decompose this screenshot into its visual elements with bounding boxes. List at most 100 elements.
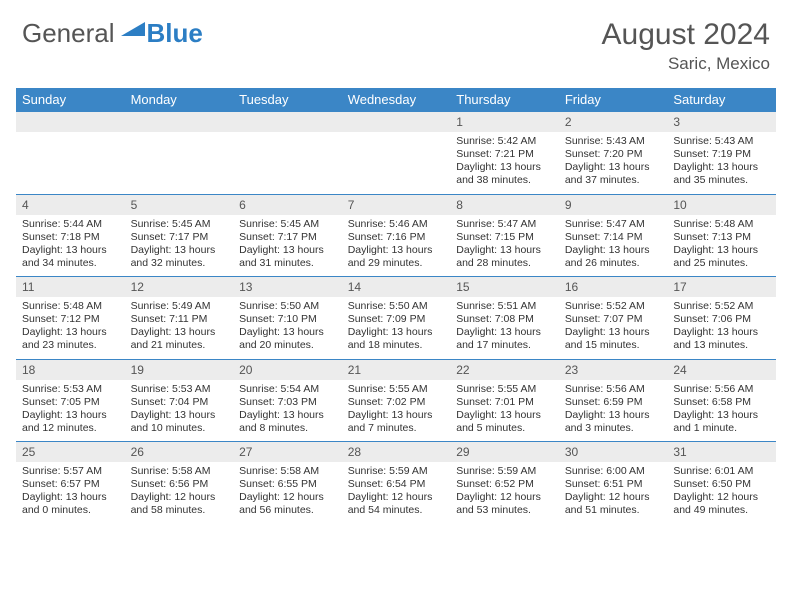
day-cell: 19Sunrise: 5:53 AMSunset: 7:04 PMDayligh… [125, 359, 234, 442]
week-row: 25Sunrise: 5:57 AMSunset: 6:57 PMDayligh… [16, 442, 776, 524]
daylight-line: Daylight: 13 hours and 21 minutes. [131, 326, 216, 351]
day-details: Sunrise: 6:00 AMSunset: 6:51 PMDaylight:… [559, 462, 668, 524]
day-cell: 2Sunrise: 5:43 AMSunset: 7:20 PMDaylight… [559, 112, 668, 195]
day-cell: 31Sunrise: 6:01 AMSunset: 6:50 PMDayligh… [667, 442, 776, 524]
day-cell: 17Sunrise: 5:52 AMSunset: 7:06 PMDayligh… [667, 277, 776, 360]
sunrise-line: Sunrise: 5:52 AM [673, 300, 753, 312]
daylight-line: Daylight: 12 hours and 49 minutes. [673, 491, 758, 516]
sunset-line: Sunset: 6:54 PM [348, 478, 426, 490]
daylight-line: Daylight: 13 hours and 1 minute. [673, 409, 758, 434]
daylight-line: Daylight: 13 hours and 13 minutes. [673, 326, 758, 351]
day-cell: 1Sunrise: 5:42 AMSunset: 7:21 PMDaylight… [450, 112, 559, 195]
sunset-line: Sunset: 7:19 PM [673, 148, 751, 160]
sunset-line: Sunset: 6:56 PM [131, 478, 209, 490]
day-details: Sunrise: 5:55 AMSunset: 7:02 PMDaylight:… [342, 380, 451, 442]
day-details: Sunrise: 5:48 AMSunset: 7:12 PMDaylight:… [16, 297, 125, 359]
day-cell: 3Sunrise: 5:43 AMSunset: 7:19 PMDaylight… [667, 112, 776, 195]
dow-tuesday: Tuesday [233, 88, 342, 112]
title-block: August 2024 Saric, Mexico [602, 18, 770, 74]
day-number [342, 112, 451, 132]
sunset-line: Sunset: 6:58 PM [673, 396, 751, 408]
dow-thursday: Thursday [450, 88, 559, 112]
day-cell: 15Sunrise: 5:51 AMSunset: 7:08 PMDayligh… [450, 277, 559, 360]
dow-sunday: Sunday [16, 88, 125, 112]
day-details: Sunrise: 5:49 AMSunset: 7:11 PMDaylight:… [125, 297, 234, 359]
day-details: Sunrise: 5:50 AMSunset: 7:09 PMDaylight:… [342, 297, 451, 359]
day-details: Sunrise: 6:01 AMSunset: 6:50 PMDaylight:… [667, 462, 776, 524]
day-details: Sunrise: 5:52 AMSunset: 7:06 PMDaylight:… [667, 297, 776, 359]
daylight-line: Daylight: 13 hours and 29 minutes. [348, 244, 433, 269]
sunrise-line: Sunrise: 5:45 AM [239, 218, 319, 230]
day-number: 3 [667, 112, 776, 132]
day-details [342, 132, 451, 141]
daylight-line: Daylight: 13 hours and 12 minutes. [22, 409, 107, 434]
sunset-line: Sunset: 6:51 PM [565, 478, 643, 490]
daylight-line: Daylight: 13 hours and 25 minutes. [673, 244, 758, 269]
day-details: Sunrise: 5:42 AMSunset: 7:21 PMDaylight:… [450, 132, 559, 194]
daylight-line: Daylight: 13 hours and 23 minutes. [22, 326, 107, 351]
day-details: Sunrise: 5:59 AMSunset: 6:54 PMDaylight:… [342, 462, 451, 524]
sunset-line: Sunset: 6:50 PM [673, 478, 751, 490]
day-cell: 10Sunrise: 5:48 AMSunset: 7:13 PMDayligh… [667, 194, 776, 277]
day-cell: 14Sunrise: 5:50 AMSunset: 7:09 PMDayligh… [342, 277, 451, 360]
sunset-line: Sunset: 7:09 PM [348, 313, 426, 325]
day-details: Sunrise: 5:47 AMSunset: 7:14 PMDaylight:… [559, 215, 668, 277]
day-cell: 20Sunrise: 5:54 AMSunset: 7:03 PMDayligh… [233, 359, 342, 442]
sunrise-line: Sunrise: 6:00 AM [565, 465, 645, 477]
day-number: 12 [125, 277, 234, 297]
logo: General Blue [22, 18, 203, 49]
sunrise-line: Sunrise: 5:55 AM [456, 383, 536, 395]
day-number: 14 [342, 277, 451, 297]
sunset-line: Sunset: 7:10 PM [239, 313, 317, 325]
day-number: 4 [16, 195, 125, 215]
day-number: 24 [667, 360, 776, 380]
sunset-line: Sunset: 6:59 PM [565, 396, 643, 408]
day-details: Sunrise: 5:56 AMSunset: 6:58 PMDaylight:… [667, 380, 776, 442]
day-details: Sunrise: 5:55 AMSunset: 7:01 PMDaylight:… [450, 380, 559, 442]
day-cell: 30Sunrise: 6:00 AMSunset: 6:51 PMDayligh… [559, 442, 668, 524]
sunrise-line: Sunrise: 5:50 AM [239, 300, 319, 312]
sunrise-line: Sunrise: 5:47 AM [456, 218, 536, 230]
daylight-line: Daylight: 13 hours and 37 minutes. [565, 161, 650, 186]
sunrise-line: Sunrise: 5:44 AM [22, 218, 102, 230]
sunrise-line: Sunrise: 6:01 AM [673, 465, 753, 477]
daylight-line: Daylight: 13 hours and 0 minutes. [22, 491, 107, 516]
day-cell: 8Sunrise: 5:47 AMSunset: 7:15 PMDaylight… [450, 194, 559, 277]
sunset-line: Sunset: 7:02 PM [348, 396, 426, 408]
sunset-line: Sunset: 7:16 PM [348, 231, 426, 243]
daylight-line: Daylight: 13 hours and 5 minutes. [456, 409, 541, 434]
day-details [125, 132, 234, 141]
day-number: 23 [559, 360, 668, 380]
day-number: 29 [450, 442, 559, 462]
day-number: 27 [233, 442, 342, 462]
week-row: 1Sunrise: 5:42 AMSunset: 7:21 PMDaylight… [16, 112, 776, 195]
sunset-line: Sunset: 7:21 PM [456, 148, 534, 160]
sunrise-line: Sunrise: 5:53 AM [22, 383, 102, 395]
day-details: Sunrise: 5:50 AMSunset: 7:10 PMDaylight:… [233, 297, 342, 359]
day-number: 28 [342, 442, 451, 462]
day-cell [125, 112, 234, 195]
day-cell [16, 112, 125, 195]
sunrise-line: Sunrise: 5:42 AM [456, 135, 536, 147]
triangle-icon [121, 20, 145, 43]
sunset-line: Sunset: 7:17 PM [131, 231, 209, 243]
daylight-line: Daylight: 13 hours and 18 minutes. [348, 326, 433, 351]
sunset-line: Sunset: 7:08 PM [456, 313, 534, 325]
daylight-line: Daylight: 13 hours and 26 minutes. [565, 244, 650, 269]
daylight-line: Daylight: 13 hours and 3 minutes. [565, 409, 650, 434]
dow-wednesday: Wednesday [342, 88, 451, 112]
sunset-line: Sunset: 7:13 PM [673, 231, 751, 243]
day-cell: 4Sunrise: 5:44 AMSunset: 7:18 PMDaylight… [16, 194, 125, 277]
day-details: Sunrise: 5:58 AMSunset: 6:55 PMDaylight:… [233, 462, 342, 524]
day-number: 21 [342, 360, 451, 380]
sunset-line: Sunset: 7:12 PM [22, 313, 100, 325]
sunrise-line: Sunrise: 5:43 AM [565, 135, 645, 147]
week-row: 11Sunrise: 5:48 AMSunset: 7:12 PMDayligh… [16, 277, 776, 360]
day-details: Sunrise: 5:47 AMSunset: 7:15 PMDaylight:… [450, 215, 559, 277]
day-cell [342, 112, 451, 195]
day-details: Sunrise: 5:56 AMSunset: 6:59 PMDaylight:… [559, 380, 668, 442]
day-details: Sunrise: 5:43 AMSunset: 7:20 PMDaylight:… [559, 132, 668, 194]
sunset-line: Sunset: 7:18 PM [22, 231, 100, 243]
day-cell: 18Sunrise: 5:53 AMSunset: 7:05 PMDayligh… [16, 359, 125, 442]
daylight-line: Daylight: 13 hours and 7 minutes. [348, 409, 433, 434]
